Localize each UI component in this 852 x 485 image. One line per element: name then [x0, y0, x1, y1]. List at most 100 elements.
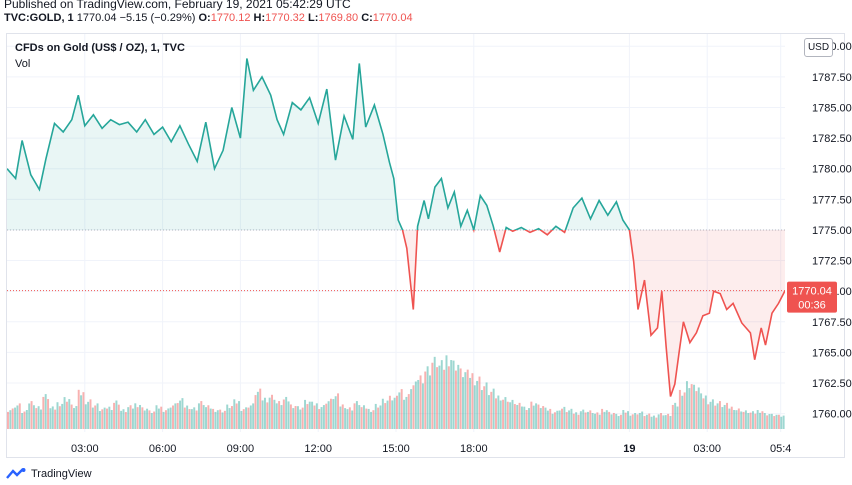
volume-bar	[532, 405, 535, 429]
volume-bar	[556, 410, 559, 429]
volume-bar	[393, 397, 396, 429]
volume-bar	[638, 412, 641, 429]
volume-bar	[662, 415, 665, 429]
volume-bar	[174, 403, 177, 429]
volume-bar	[761, 411, 764, 429]
volume-bar	[400, 389, 403, 429]
volume-bar	[683, 392, 686, 429]
volume-bar	[242, 409, 245, 429]
volume-bar	[113, 402, 116, 429]
volume-bar	[197, 403, 200, 429]
volume-bar	[549, 408, 552, 429]
volume-bar	[417, 379, 420, 429]
volume-bar	[388, 395, 391, 429]
volume-bar	[318, 409, 321, 429]
tradingview-logo[interactable]: TradingView	[6, 468, 92, 480]
currency-button[interactable]: USD	[804, 38, 833, 57]
volume-bar	[127, 407, 130, 429]
volume-bar	[450, 360, 453, 429]
volume-bar	[643, 416, 646, 429]
volume-bar	[438, 365, 441, 429]
volume-bar	[167, 408, 170, 429]
volume-bar	[610, 414, 613, 429]
volume-bar	[56, 402, 59, 429]
volume-legend: Vol	[15, 58, 31, 70]
volume-bar	[577, 414, 580, 429]
volume-bar	[466, 369, 469, 429]
volume-bar	[148, 410, 151, 429]
y-tick-label: 1775.00	[812, 225, 852, 237]
volume-bar	[181, 398, 184, 429]
volume-bar	[212, 408, 215, 429]
volume-bar	[25, 410, 28, 429]
volume-bar	[136, 407, 139, 429]
volume-bar	[457, 364, 460, 429]
volume-bar	[565, 412, 568, 429]
volume-bar	[162, 411, 165, 429]
volume-bar	[200, 401, 203, 429]
volume-bar	[296, 406, 299, 429]
volume-bar	[634, 413, 637, 429]
volume-bar	[723, 404, 726, 429]
volume-bar	[622, 410, 625, 429]
volume-bar	[63, 397, 66, 429]
volume-bar	[568, 410, 571, 429]
volume-bar	[348, 407, 351, 429]
volume-bar	[285, 396, 288, 429]
volume-bar	[582, 409, 585, 429]
volume-bar	[740, 411, 743, 429]
volume-bar	[49, 408, 52, 429]
volume-bar	[287, 401, 290, 429]
volume-bar	[782, 415, 785, 429]
open-value: 1770.12	[210, 12, 251, 24]
symbol: TVC:GOLD, 1	[4, 12, 74, 24]
volume-bar	[299, 409, 302, 429]
volume-bar	[520, 406, 523, 429]
volume-bar	[259, 388, 262, 429]
volume-bar	[94, 405, 97, 429]
volume-bar	[777, 414, 780, 429]
volume-bar	[110, 410, 113, 429]
volume-bar	[440, 360, 443, 429]
volume-bar	[341, 404, 344, 429]
volume-bar	[40, 409, 42, 429]
volume-bar	[530, 401, 533, 429]
volume-bar	[263, 397, 266, 429]
volume-bar	[221, 412, 224, 429]
volume-bar	[233, 399, 236, 429]
volume-bar	[18, 403, 21, 429]
volume-bar	[669, 416, 672, 429]
volume-bar	[452, 360, 455, 429]
volume-bar	[419, 375, 422, 429]
volume-bar	[98, 411, 101, 429]
volume-bar	[176, 403, 179, 429]
close-value: 1770.04	[372, 12, 413, 24]
volume-bar	[256, 391, 259, 429]
chart-frame[interactable]	[6, 33, 845, 458]
volume-bar	[216, 410, 219, 429]
open-label: O:	[198, 12, 211, 24]
x-tick-label: 06:00	[149, 443, 177, 455]
volume-bar	[294, 406, 297, 429]
volume-bar	[464, 372, 467, 429]
volume-bar	[688, 388, 691, 429]
volume-bar	[766, 415, 769, 429]
volume-bar	[414, 381, 417, 429]
volume-bar	[42, 396, 45, 429]
volume-bar	[763, 413, 766, 429]
volume-bar	[282, 399, 285, 429]
volume-bar	[650, 416, 653, 429]
volume-bar	[424, 371, 427, 429]
y-tick-label: 1762.50	[812, 378, 852, 390]
volume-bar	[16, 405, 19, 429]
x-tick-label: 09:00	[227, 443, 255, 455]
volume-bar	[676, 406, 679, 429]
area-fill-up	[7, 58, 785, 230]
volume-bar	[655, 417, 658, 429]
volume-bar	[169, 407, 172, 429]
volume-bar	[332, 399, 335, 429]
last-price: 1770.04	[76, 12, 117, 24]
volume-bar	[362, 405, 365, 429]
volume-bar	[579, 411, 582, 429]
